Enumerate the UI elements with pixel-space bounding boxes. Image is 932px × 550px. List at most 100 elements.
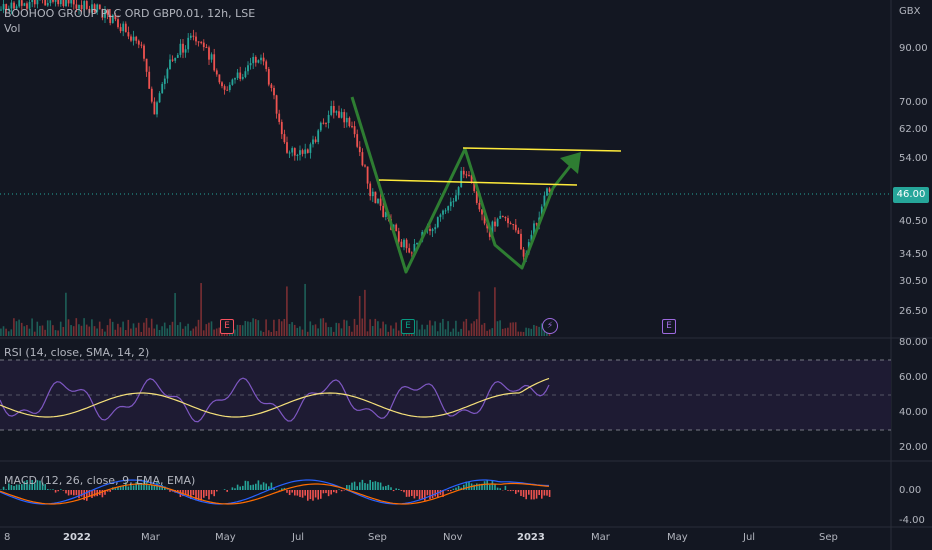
candle-body [444, 210, 447, 212]
macd-hist-bar [533, 490, 535, 500]
candle-body [158, 93, 161, 103]
earnings-badge[interactable]: E [220, 319, 234, 334]
candle-body [111, 15, 114, 23]
volume-label: Vol [4, 22, 21, 35]
volume-bar [153, 328, 156, 336]
macd-hist-bar [395, 488, 397, 490]
macd-hist-bar [530, 490, 533, 500]
volume-bar [314, 324, 317, 336]
macd-hist-bar [203, 490, 205, 498]
dividend-bolt-icon[interactable]: ⚡ [542, 318, 558, 334]
candle-body [299, 150, 301, 155]
candle-body [187, 37, 190, 50]
price-label: 90.00 [899, 43, 928, 54]
volume-bar [273, 319, 275, 336]
macd-hist-bar [398, 488, 400, 490]
candle-body [210, 54, 213, 60]
volume-bar [132, 323, 135, 336]
macd-signal-line [0, 482, 550, 505]
volume-bar [442, 318, 444, 336]
candle-body [10, 2, 13, 9]
candle-body [124, 23, 127, 33]
candle-body [52, 0, 54, 2]
macd-hist-bar [130, 484, 132, 490]
candle-body [265, 61, 268, 70]
time-label: Jul [292, 532, 305, 543]
macd-hist-bar [151, 485, 153, 490]
candle-body [465, 174, 468, 176]
macd-hist-bar [2, 486, 5, 490]
macd-hist-bar [390, 487, 392, 490]
candle-body [449, 201, 452, 207]
macd-hist-bar [262, 482, 265, 490]
volume-bar [530, 328, 533, 336]
volume-bar [522, 331, 525, 336]
macd-hist-bar [283, 487, 286, 490]
candle-body [379, 198, 382, 206]
volume-bar [106, 325, 109, 336]
candle-body [361, 152, 364, 166]
volume-bar [119, 327, 122, 336]
volume-bar [351, 331, 353, 336]
volume-bar [319, 318, 322, 336]
candle-body [348, 117, 351, 127]
macd-hist-bar [525, 490, 527, 500]
pattern-zigzag[interactable] [350, 96, 555, 274]
volume-bar [353, 318, 356, 336]
macd-hist-bar [190, 490, 192, 499]
volume-bar [384, 324, 387, 336]
time-label: Sep [368, 532, 387, 543]
macd-hist-bar [517, 490, 520, 493]
volume-bar [283, 318, 286, 336]
volume-bar [83, 318, 85, 336]
volume-bar [7, 331, 10, 336]
neckline[interactable] [378, 179, 578, 186]
macd-hist-bar [57, 490, 59, 492]
resistance-line[interactable] [462, 147, 622, 152]
macd-hist-bar [476, 483, 478, 490]
macd-hist-bar [143, 479, 145, 490]
volume-bar [535, 325, 538, 336]
macd-hist-bar [382, 486, 384, 490]
volume-bar [377, 321, 379, 336]
volume-bar [436, 331, 439, 336]
volume-bar [236, 324, 239, 336]
earnings-badge[interactable]: E [662, 319, 676, 334]
volume-bar [10, 329, 13, 336]
volume-bar [93, 326, 96, 336]
candle-body [49, 0, 52, 4]
candle-body [213, 54, 216, 71]
candle-body [2, 4, 5, 10]
candle-body [439, 214, 442, 218]
candle-body [91, 4, 93, 13]
macd-hist-bar [325, 490, 327, 494]
earnings-badge[interactable]: E [401, 319, 415, 334]
currency-label: GBX [899, 6, 921, 17]
macd-hist-bar [8, 483, 10, 490]
volume-bar [538, 326, 540, 336]
candle-body [184, 49, 187, 53]
macd-hist-bar [249, 485, 252, 490]
macd-hist-bar [489, 484, 491, 490]
macd-hist-bar [273, 488, 275, 490]
candle-body [416, 242, 418, 244]
macd-hist-bar [247, 481, 249, 490]
macd-hist-bar [413, 490, 416, 499]
candle-body [317, 130, 320, 143]
candle-body [174, 57, 177, 61]
macd-hist-bar [286, 490, 288, 493]
candle-body [288, 152, 291, 154]
candle-body [369, 183, 372, 197]
candle-body [507, 218, 509, 224]
candle-body [371, 191, 374, 197]
candle-body [83, 1, 86, 10]
candle-body [413, 243, 416, 254]
volume-bar [338, 323, 340, 336]
macd-hist-bar [455, 487, 457, 490]
macd-hist-bar [320, 490, 322, 499]
macd-hist-bar [387, 484, 390, 490]
candle-body [137, 40, 140, 45]
volume-bar [340, 328, 343, 336]
candle-body [306, 149, 309, 153]
